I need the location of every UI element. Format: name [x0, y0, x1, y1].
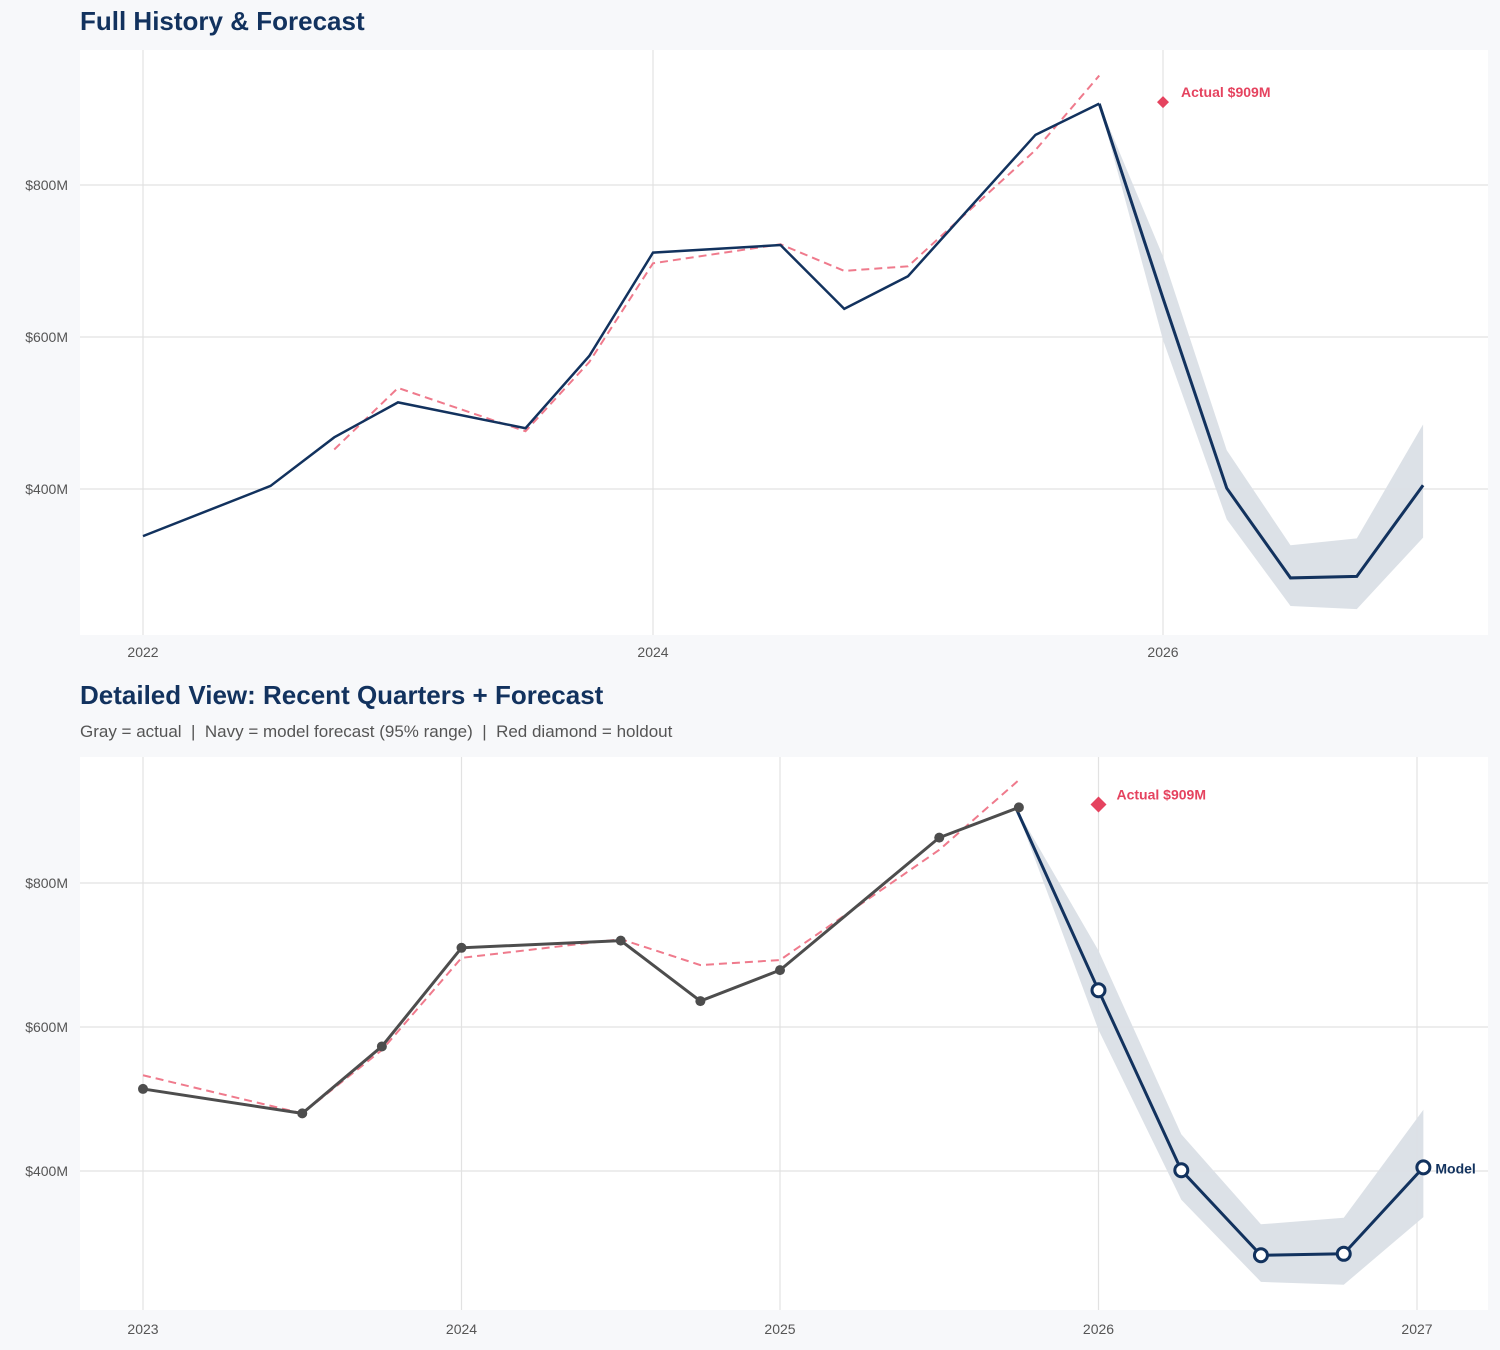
chart-1: $400M $600M $800M 2023 2024 2025 2026 2027 Model… — [25, 757, 1488, 1337]
actual-point — [1013, 802, 1024, 813]
y-tick-label: $400M — [25, 481, 68, 497]
actual-point — [775, 965, 785, 976]
model-label: Model — [1435, 1160, 1475, 1176]
actual-point — [297, 1108, 308, 1119]
y-tick-label: $800M — [25, 177, 68, 193]
chart-title-top: Full History & Forecast — [80, 6, 365, 36]
y-tick-label: $400M — [25, 1163, 68, 1179]
x-tick-label: 2024 — [637, 644, 668, 660]
actual-point — [615, 935, 626, 946]
holdout-diamond — [1157, 96, 1169, 109]
forecast-line — [1014, 806, 1425, 1257]
forecast-point — [1335, 1245, 1352, 1262]
x-tick-label: 2025 — [764, 1321, 795, 1337]
x-tick-label: 2026 — [1083, 1321, 1114, 1337]
actual-line — [142, 102, 1100, 538]
forecast-band — [1099, 103, 1424, 610]
x-tick-label: 2026 — [1147, 644, 1178, 660]
actual-point — [695, 996, 706, 1007]
y-tick-label: $800M — [25, 875, 68, 891]
x-tick-label: 2022 — [127, 644, 158, 660]
fitted-line — [333, 74, 1101, 451]
y-tick-label: $600M — [25, 1019, 68, 1035]
chart-0: $400M $600M $800M 2022 2024 2026 Actual $909M — [25, 50, 1488, 660]
y-tick-label: $600M — [25, 329, 68, 345]
forecast-point — [1090, 982, 1107, 999]
chart-title-bottom: Detailed View: Recent Quarters + Forecas… — [80, 680, 604, 710]
actual-point — [456, 942, 467, 953]
x-tick-label: 2027 — [1401, 1321, 1432, 1337]
x-tick-label: 2023 — [127, 1321, 158, 1337]
forecast-line — [1097, 103, 1425, 580]
actual-point — [934, 832, 945, 843]
holdout-diamond — [1090, 796, 1107, 813]
forecast-point — [1173, 1162, 1190, 1179]
actual-point — [138, 1083, 148, 1094]
chart-subtitle: Gray = actual | Navy = model forecast (9… — [80, 722, 673, 741]
forecast-band — [1015, 807, 1424, 1285]
holdout-label: Actual $909M — [1117, 787, 1206, 803]
actual-point — [376, 1041, 387, 1052]
holdout-label: Actual $909M — [1181, 84, 1270, 100]
forecast-point — [1252, 1247, 1269, 1264]
x-tick-label: 2024 — [446, 1321, 477, 1337]
forecast-point — [1415, 1159, 1432, 1176]
